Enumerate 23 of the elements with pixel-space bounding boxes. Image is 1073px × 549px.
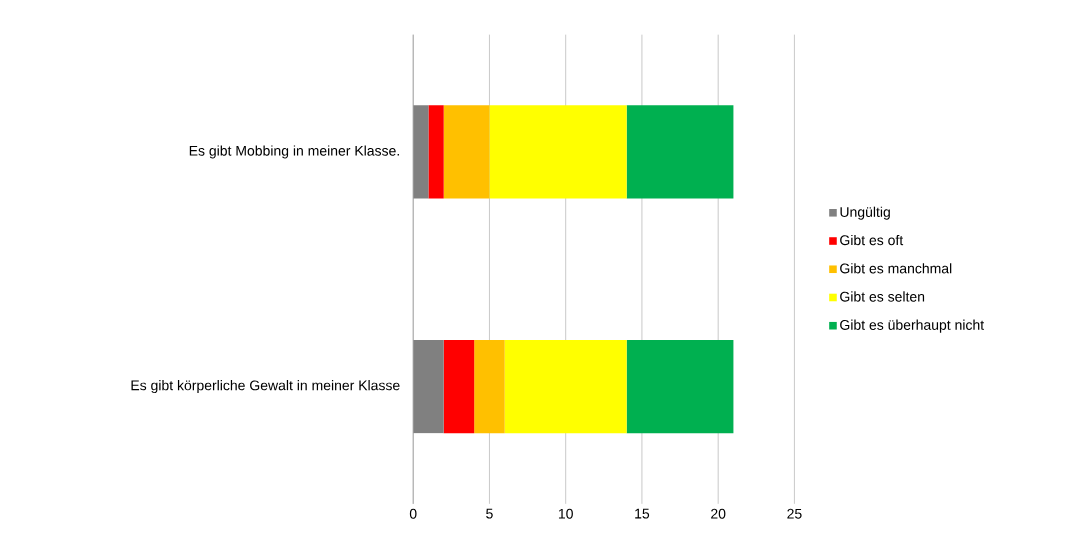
bar (413, 105, 429, 199)
bar (443, 339, 475, 434)
legend-label: Ungültig (840, 206, 890, 220)
x-tick-label: 0 (409, 508, 417, 519)
bar (413, 339, 444, 434)
bar (428, 105, 444, 199)
bar (489, 105, 627, 199)
x-tick-label: 15 (635, 508, 650, 519)
bar (504, 339, 627, 434)
y-tick-label: Es gibt Mobbing in meiner Klasse. (189, 145, 399, 159)
x-tick-label: 10 (558, 508, 573, 519)
bar (474, 339, 505, 434)
legend-label: Gibt es manchmal (840, 263, 952, 274)
x-tick-label: 5 (486, 508, 493, 519)
bar (626, 105, 734, 199)
bar (626, 339, 734, 434)
x-tick-label: 25 (787, 508, 802, 519)
bar (443, 105, 490, 199)
legend-label: Gibt es überhaupt nicht (840, 319, 985, 333)
legend-label: Gibt es oft (840, 234, 904, 246)
legend-label: Gibt es selten (840, 291, 925, 302)
y-tick-label: Es gibt körperliche Gewalt in meiner Klasse (131, 379, 400, 393)
x-tick-label: 20 (711, 508, 726, 519)
